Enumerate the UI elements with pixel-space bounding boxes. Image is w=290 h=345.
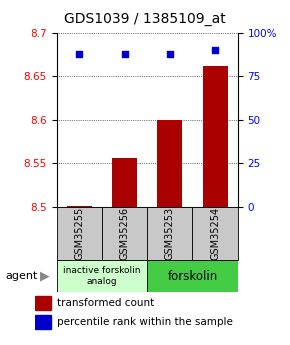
FancyBboxPatch shape [102, 207, 147, 260]
Point [168, 51, 172, 57]
Point [77, 51, 81, 57]
Point [213, 48, 218, 53]
Bar [203, 66, 228, 207]
Text: inactive forskolin
analog: inactive forskolin analog [63, 266, 141, 286]
Text: GSM35254: GSM35254 [210, 207, 220, 260]
FancyBboxPatch shape [147, 207, 193, 260]
FancyBboxPatch shape [193, 207, 238, 260]
Bar [112, 158, 137, 207]
FancyBboxPatch shape [147, 260, 238, 292]
Text: agent: agent [6, 271, 38, 281]
Bar [35, 296, 51, 310]
Text: ▶: ▶ [40, 269, 50, 283]
Bar [67, 206, 92, 207]
Text: GDS1039 / 1385109_at: GDS1039 / 1385109_at [64, 12, 226, 26]
Text: GSM35253: GSM35253 [165, 207, 175, 260]
Bar [157, 120, 182, 207]
Bar [35, 315, 51, 329]
Text: percentile rank within the sample: percentile rank within the sample [57, 317, 233, 327]
Point [122, 51, 127, 57]
FancyBboxPatch shape [57, 207, 102, 260]
FancyBboxPatch shape [57, 260, 147, 292]
Text: GSM35255: GSM35255 [74, 207, 84, 260]
Text: forskolin: forskolin [167, 269, 218, 283]
Text: GSM35256: GSM35256 [119, 207, 130, 260]
Text: transformed count: transformed count [57, 298, 154, 308]
